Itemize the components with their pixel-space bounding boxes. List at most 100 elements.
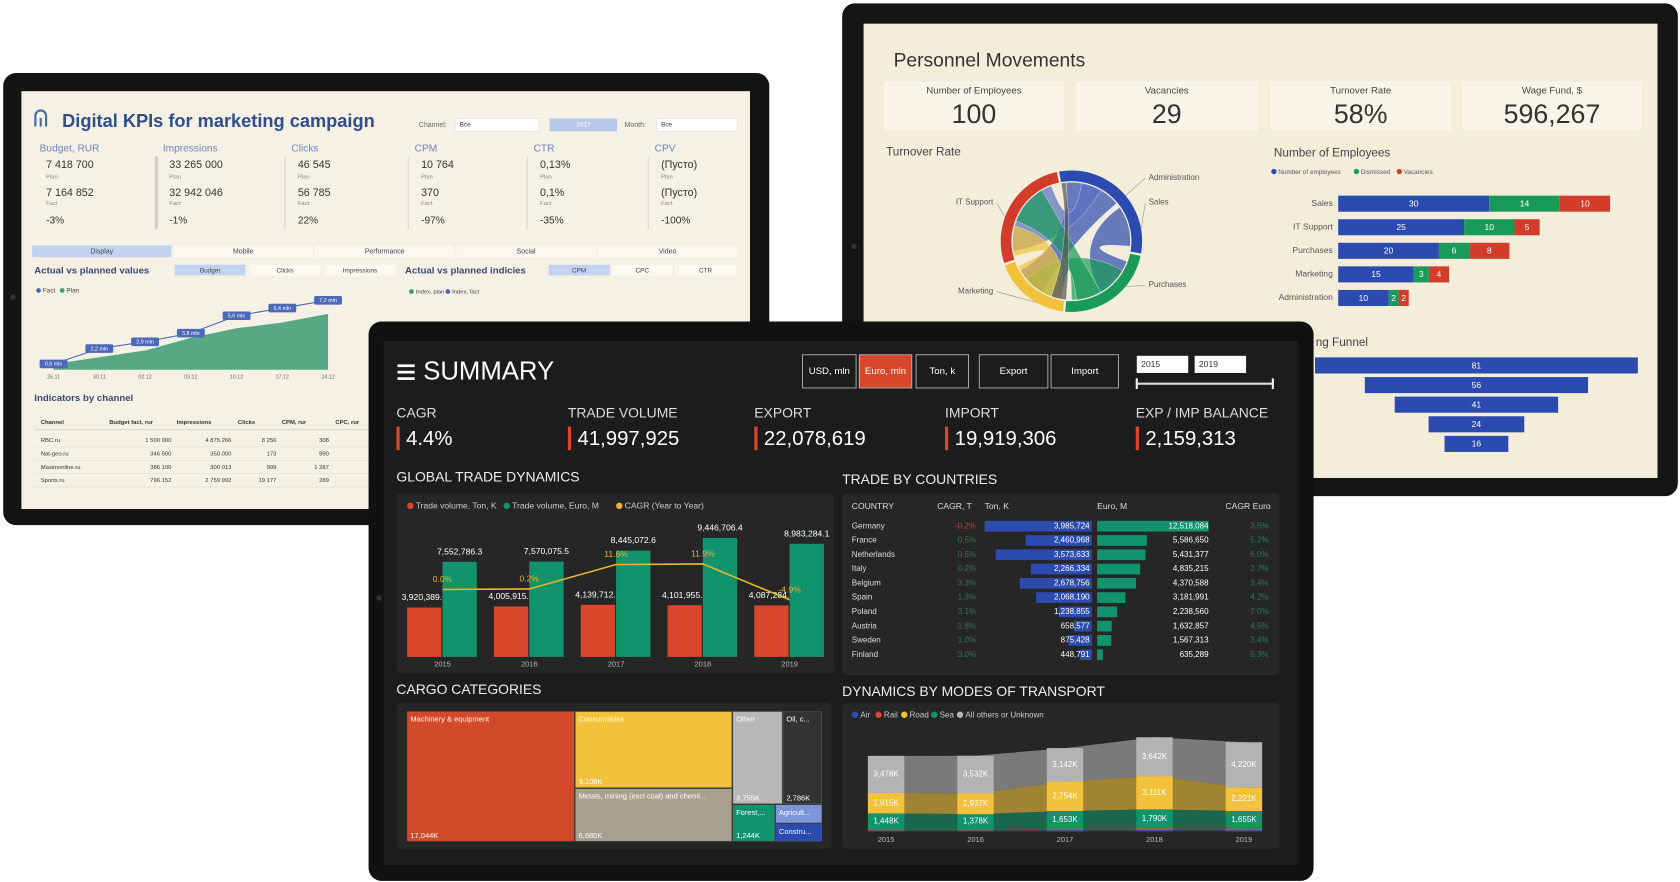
chart-tab[interactable] [611, 264, 673, 276]
chart-tab[interactable] [675, 264, 737, 276]
legend-swatch [875, 711, 882, 718]
year-input[interactable] [1194, 355, 1247, 373]
month-dropdown[interactable] [656, 118, 738, 132]
table-cell: Masimonline.ru [41, 465, 81, 471]
unit-button[interactable] [915, 354, 969, 389]
table-cell: 4.2% [1250, 593, 1268, 602]
unit-button[interactable] [858, 354, 913, 389]
bar-segment [1489, 195, 1560, 212]
year-input[interactable] [1136, 355, 1189, 373]
table-cell: 2,266,334 [1054, 564, 1090, 573]
funnel-bar [1444, 435, 1509, 452]
kpi-value: 41,997,925 [578, 428, 680, 450]
table-header: COUNTRY [852, 501, 894, 511]
chart-tab[interactable] [324, 264, 396, 276]
chord-label: Purchases [1149, 280, 1187, 289]
kpi-fact: (Пусто) [661, 187, 697, 199]
table-cell: 19 177 [258, 478, 276, 484]
chart-tab[interactable] [174, 264, 246, 276]
action-button[interactable] [1050, 354, 1119, 389]
segment-label: 3,642K [1142, 752, 1168, 761]
ton-bar [1079, 649, 1092, 661]
bar-value-label: 7,570,075.5 [524, 546, 569, 556]
bar-value-label: 4,101,955.2 [662, 590, 707, 600]
treemap-value: 17,044K [410, 831, 438, 840]
kpi-name: Clicks [291, 144, 318, 155]
stacked-segment [867, 830, 905, 832]
kpi-value: 2,159,313 [1145, 428, 1236, 450]
plan-area [53, 313, 329, 370]
cagr-label: 0.0% [433, 574, 453, 584]
action-button-label: Import [1071, 366, 1099, 377]
euro-bar [1097, 592, 1126, 603]
legend-swatch [407, 502, 414, 510]
table-header: Euro, M [1097, 501, 1127, 511]
table-cell: Germany [852, 521, 885, 530]
table-cell: 3.1% [958, 607, 976, 616]
dashboard-title: Personnel Movements [894, 50, 1086, 71]
bar-value-label: 10 [1485, 222, 1495, 232]
bar-segment [1413, 266, 1429, 283]
kpi-card [1462, 81, 1642, 131]
bar-segment [1464, 219, 1515, 236]
bar-segment [1398, 289, 1409, 306]
stacked-segment [957, 814, 994, 829]
kpi-change: 22% [298, 216, 318, 227]
unit-button[interactable] [802, 354, 857, 389]
channel-dropdown[interactable] [455, 118, 540, 132]
table-cell: 12,518,084 [1168, 521, 1209, 530]
table-cell: 0.2% [958, 564, 976, 573]
table-cell: RBC.ru [41, 438, 60, 444]
tab[interactable] [597, 245, 738, 258]
cagr-label: -4.9% [778, 585, 801, 595]
kpi-name: CPV [655, 144, 676, 155]
funnel-bar [1315, 357, 1638, 374]
bar-segment [1388, 289, 1399, 306]
year-filter[interactable] [549, 118, 618, 132]
tab-label: Performance [365, 249, 405, 256]
kpi-plan-label: Plan [169, 174, 181, 180]
category-label: Marketing [1295, 269, 1333, 279]
action-button[interactable] [978, 354, 1049, 389]
table-cell: 3.7% [1250, 564, 1268, 573]
treemap-label: Machinery & equipment [410, 715, 490, 724]
bar-value-label: 8 [1487, 246, 1492, 256]
chart-tab[interactable] [249, 264, 321, 276]
table-cell: 5,431,377 [1173, 550, 1209, 559]
tab[interactable] [32, 245, 172, 258]
table-header: Impressions [177, 420, 212, 426]
legend-swatch [1271, 168, 1277, 175]
tab[interactable] [315, 245, 455, 258]
tab[interactable] [173, 245, 313, 258]
fact-label-box [222, 311, 251, 321]
bar-segment [1338, 219, 1465, 236]
ton-bar [995, 549, 1092, 561]
segment-label: 1,915K [873, 798, 899, 807]
table-cell: 7.0% [1250, 607, 1268, 616]
kpi-name: CPM [415, 144, 438, 155]
camera [851, 243, 857, 250]
segment-label: 3,478K [873, 770, 899, 779]
tab[interactable] [456, 245, 596, 258]
legend-label: Trade volume, Euro, M [512, 501, 599, 511]
table-cell: 346 500 [150, 451, 172, 457]
kpi-value: 29 [1152, 99, 1182, 129]
bar [789, 543, 824, 657]
kpi-plan-label: Plan [540, 174, 552, 180]
table-cell: 2,678,756 [1054, 578, 1090, 587]
kpi-fact: 370 [421, 187, 439, 199]
menu-icon[interactable] [397, 364, 415, 380]
treemap-cell [775, 804, 823, 824]
chord-label: Administration [1149, 173, 1200, 182]
category-label: IT Support [1293, 222, 1333, 232]
table-cell: Finland [852, 650, 878, 659]
x-tick-label: 2018 [695, 659, 712, 668]
stacked-segment [867, 755, 905, 793]
legend-label: Vacancies [1404, 169, 1433, 176]
table-cell: Spain [852, 593, 873, 602]
chart-title: Turnover Rate [886, 145, 961, 158]
euro-bar [1097, 649, 1103, 661]
chart-tab[interactable] [548, 264, 610, 276]
treemap-value: 2,786K [786, 793, 810, 802]
